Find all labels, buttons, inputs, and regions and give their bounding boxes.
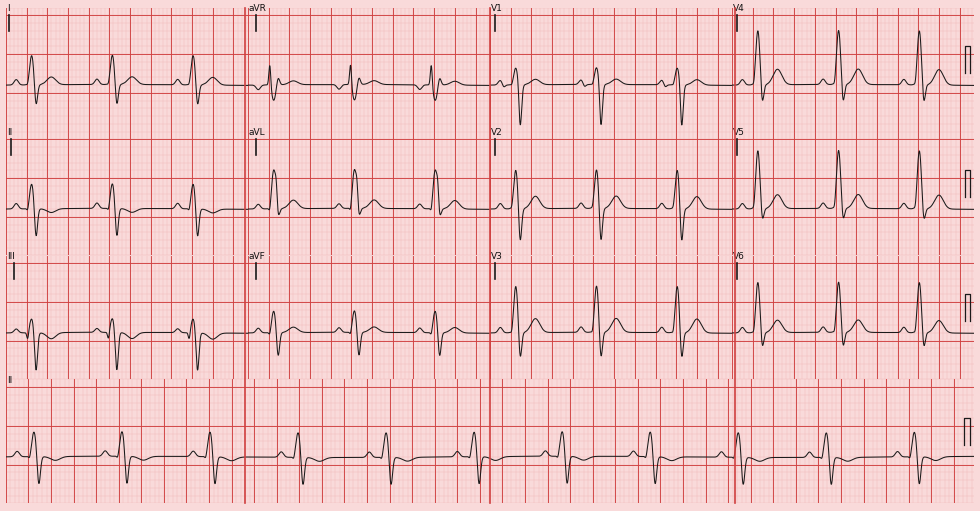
Text: V5: V5 [733, 128, 745, 136]
Text: aVR: aVR [249, 4, 267, 13]
Text: I: I [7, 4, 10, 13]
Text: V4: V4 [733, 4, 745, 13]
Text: V2: V2 [491, 128, 503, 136]
Text: V1: V1 [491, 4, 503, 13]
Text: V3: V3 [491, 251, 503, 261]
Text: aVF: aVF [249, 251, 266, 261]
Text: II: II [7, 128, 12, 136]
Text: II: II [7, 376, 12, 384]
Text: V6: V6 [733, 251, 745, 261]
Text: aVL: aVL [249, 128, 266, 136]
Text: III: III [7, 251, 15, 261]
